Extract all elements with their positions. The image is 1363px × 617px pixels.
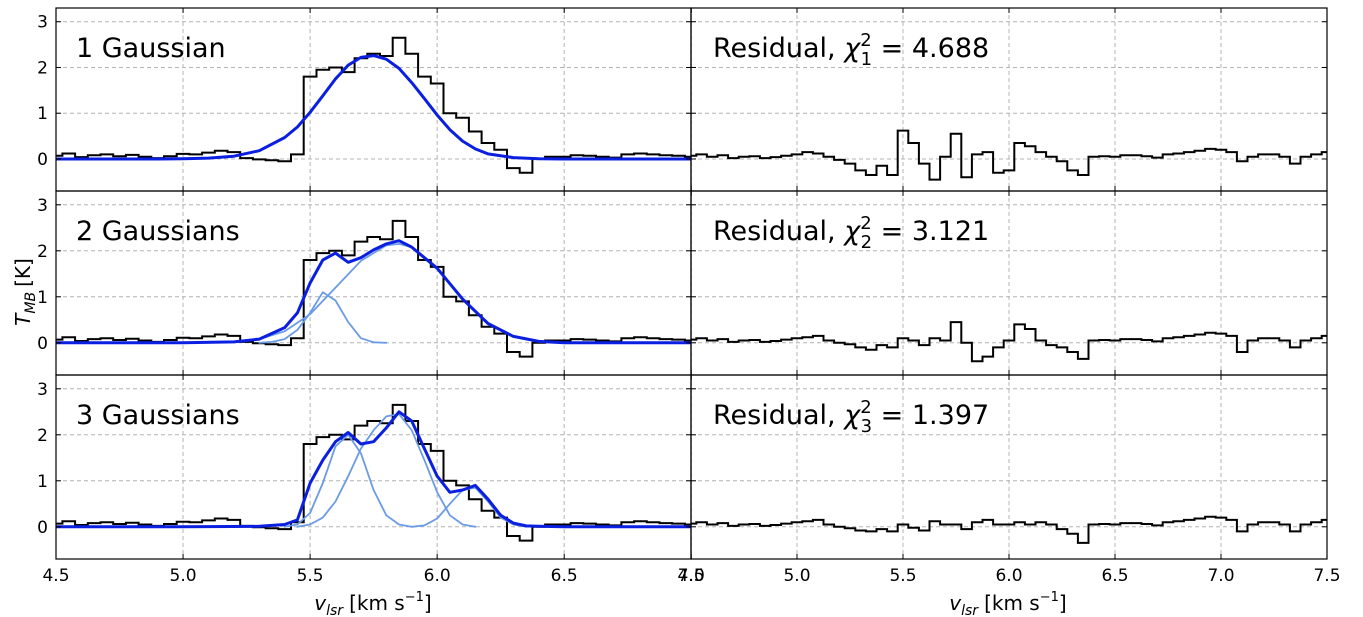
y-tick-label: 1 (37, 104, 48, 124)
x-tick-label: 6.0 (995, 566, 1022, 586)
x-axis-label-left: vlsr [km s−1] (314, 590, 431, 617)
x-tick-label: 7.5 (1313, 566, 1340, 586)
y-tick-label: 3 (37, 196, 48, 216)
x-tick-label: 6.5 (1101, 566, 1128, 586)
title-prefix: Residual, (713, 33, 844, 64)
x-tick-label: 5.5 (297, 566, 324, 586)
y-tick-label: 3 (37, 380, 48, 400)
x-tick-label: 7.0 (1207, 566, 1234, 586)
chi-index: 1 (861, 49, 872, 70)
panel-title: 3 Gaussians (76, 400, 240, 431)
x-tick-label: 5.5 (889, 566, 916, 586)
panel-title: Residual, χ2 2 = 3.121 (713, 213, 989, 253)
x-axis-label-right: vlsr [km s−1] (949, 590, 1066, 617)
series-component (297, 414, 475, 527)
panel-title: 1 Gaussian (76, 33, 226, 64)
x-tick-label: 6.5 (551, 566, 578, 586)
chi-power: 2 (860, 30, 871, 51)
panel-residual-3: 5.0 5.5 6.0 6.5 7.0 7.5 Residual, χ2 3 = 1.397 (686, 375, 1341, 586)
chi-symbol: χ (842, 216, 861, 247)
y-tick-label: 0 (37, 518, 48, 538)
chi-symbol: χ (842, 33, 861, 64)
y-tick-label: 2 (37, 426, 48, 446)
y-tick-label: 2 (37, 58, 48, 78)
title-prefix: Residual, (713, 216, 844, 247)
panel-residual-1: Residual, χ2 1 = 4.688 (686, 8, 1333, 191)
y-tick-label: 1 (37, 472, 48, 492)
x-tick-label: 6.0 (424, 566, 451, 586)
x-tick-label: 5.0 (783, 566, 810, 586)
x-tick-label: 4.5 (677, 566, 704, 586)
chi-index: 2 (861, 232, 872, 253)
panel-fit-1: 0 1 2 3 1 Gaussian (37, 8, 697, 191)
chi-power: 2 (860, 213, 871, 234)
chi-value: = 3.121 (872, 216, 989, 247)
chi-power: 2 (860, 397, 871, 418)
series-total-fit (56, 241, 691, 343)
chi-index: 3 (861, 416, 872, 437)
chi-symbol: χ (842, 400, 861, 431)
series-total-fit (56, 56, 691, 159)
y-tick-label: 0 (37, 150, 48, 170)
title-prefix: Residual, (713, 400, 844, 431)
y-tick-label: 2 (37, 242, 48, 262)
panel-title: 2 Gaussians (76, 216, 240, 247)
x-tick-label: 5.0 (170, 566, 197, 586)
x-tick-label: 4.5 (42, 566, 69, 586)
chi-value: = 1.397 (872, 400, 989, 431)
y-tick-label: 0 (37, 334, 48, 354)
y-axis-label: TMB[K] (11, 258, 39, 326)
panel-title: Residual, χ2 3 = 1.397 (713, 397, 989, 437)
y-tick-label: 3 (37, 13, 48, 33)
panel-residual-2: Residual, χ2 2 = 3.121 (686, 191, 1333, 375)
chi-value: = 4.688 (872, 33, 989, 64)
panel-title: Residual, χ2 1 = 4.688 (713, 30, 989, 70)
